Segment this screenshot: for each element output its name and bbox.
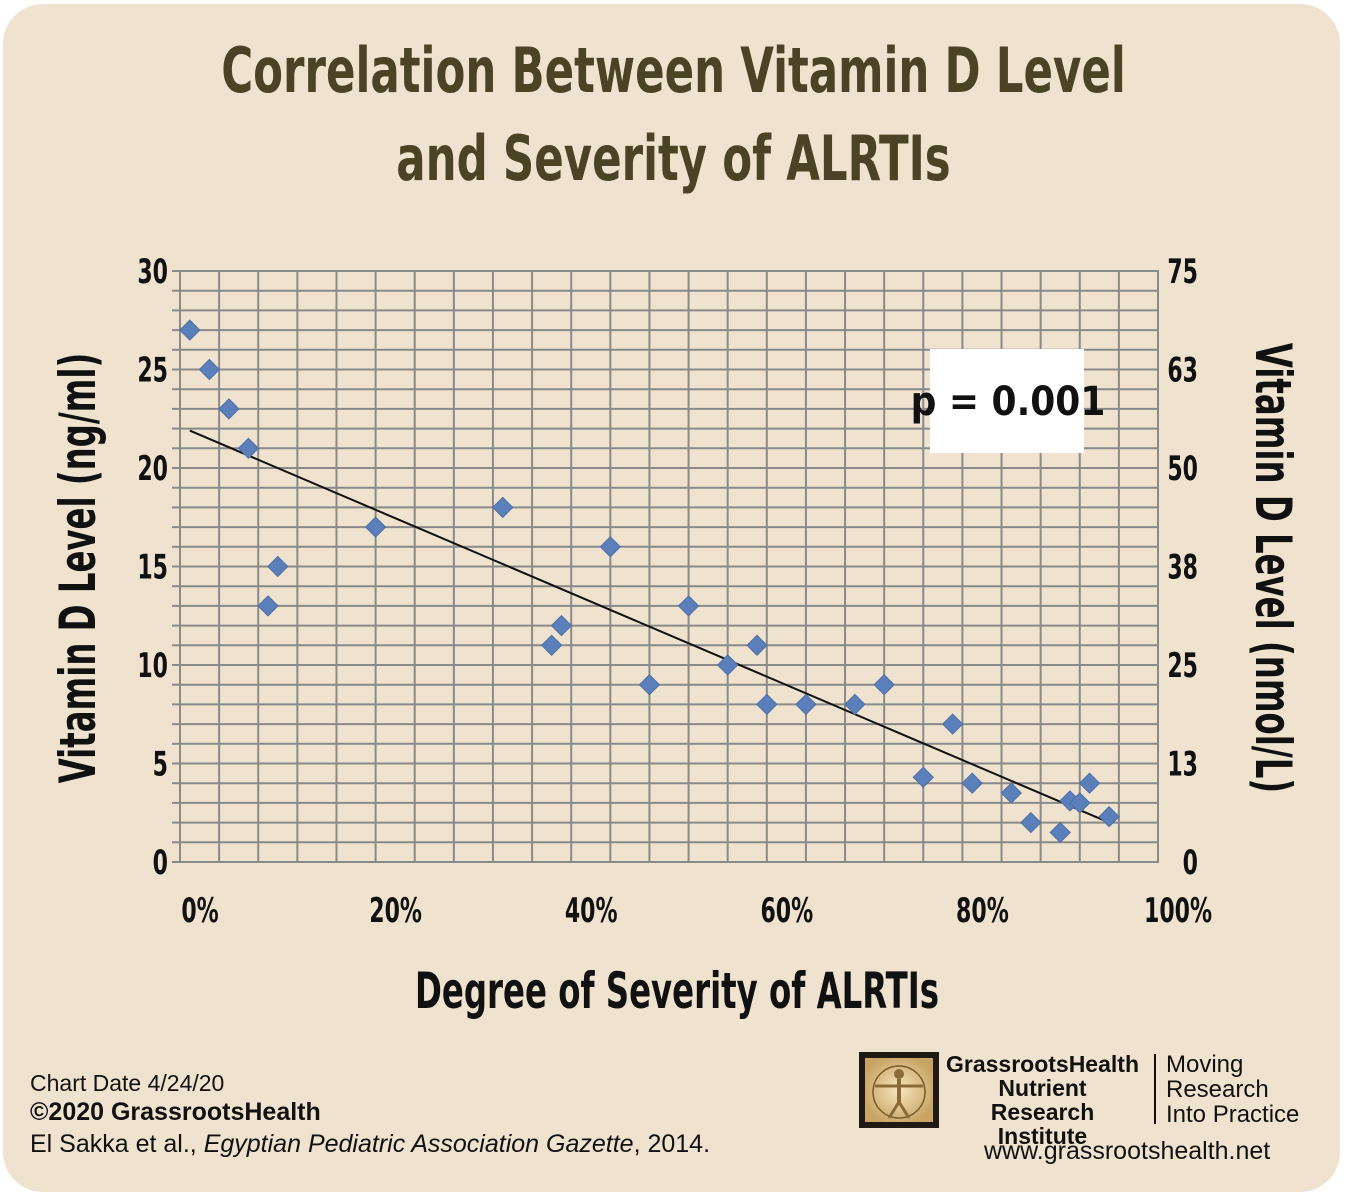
y-tick-label-right: 0 <box>1183 843 1198 882</box>
y-tick-label-right: 63 <box>1167 351 1198 390</box>
data-point <box>492 496 514 519</box>
data-point <box>179 319 201 341</box>
y-tick-label-right: 38 <box>1167 548 1198 587</box>
tagline-line-3: Into Practice <box>1166 1101 1300 1128</box>
data-point <box>1098 805 1120 828</box>
x-tick-label: 100% <box>1144 891 1212 930</box>
chart-title-line-2: and Severity of ALRTIs <box>396 122 951 195</box>
org-name-line-3: Research Institute <box>990 1099 1095 1149</box>
x-tick-label: 80% <box>956 891 1009 930</box>
x-tick-label: 20% <box>369 891 422 930</box>
x-tick-label: 0% <box>181 891 218 930</box>
data-point <box>1049 821 1071 844</box>
data-point <box>844 693 866 716</box>
p-value-label: p = 0.001 <box>911 379 1106 425</box>
logo-graphic <box>865 1058 933 1122</box>
trendline-layer <box>189 429 1110 824</box>
data-point <box>599 536 622 558</box>
x-tick-label: 40% <box>565 891 618 930</box>
data-point <box>677 595 700 617</box>
trendline <box>189 429 1110 824</box>
data-point <box>716 654 739 676</box>
data-point <box>795 693 817 716</box>
data-point <box>364 516 387 538</box>
data-point <box>540 634 563 657</box>
logo-divider <box>1154 1054 1156 1124</box>
tagline: Moving Research Into Practice <box>1166 1052 1299 1127</box>
data-point <box>756 693 778 716</box>
y-tick-label-left: 30 <box>137 252 168 291</box>
chart-title-line-1: Correlation Between Vitamin D Level <box>221 34 1126 107</box>
y-axis-title-right: Vitamin D Level (nmol/L) <box>1243 343 1300 793</box>
y-tick-label-left: 25 <box>137 351 168 390</box>
chart-date: Chart Date 4/24/20 <box>30 1070 225 1096</box>
org-name-line-2: Nutrient <box>998 1075 1087 1101</box>
tagline-line-1: Moving <box>1166 1051 1244 1078</box>
tick-labels: 0 5 10 15 20 25 30 0 13 25 38 50 63 75 0% 20% 40% 60% 80% 1… <box>137 252 1212 930</box>
org-name-line-1: GrassrootsHealth <box>945 1051 1139 1077</box>
data-point <box>638 673 661 696</box>
y-tick-label-left: 15 <box>137 548 168 587</box>
data-point <box>550 614 573 637</box>
tagline-line-2: Research <box>1166 1076 1269 1103</box>
website: www.grassrootshealth.net <box>984 1137 1271 1165</box>
x-tick-label: 60% <box>760 891 813 930</box>
y-tick-label-right: 75 <box>1167 252 1198 291</box>
data-point <box>1078 772 1101 794</box>
y-tick-label-left: 10 <box>137 646 168 685</box>
data-point <box>198 358 221 381</box>
y-tick-label-right: 25 <box>1167 646 1198 685</box>
data-point <box>746 634 768 657</box>
data-point <box>912 766 934 788</box>
p-value-box: p = 0.001 <box>911 349 1106 453</box>
citation-journal: Egyptian Pediatric Association Gazette <box>203 1130 634 1158</box>
data-point <box>1020 811 1042 834</box>
data-point <box>941 713 964 735</box>
data-point <box>1000 782 1023 804</box>
p-value-box-bg <box>930 349 1084 453</box>
data-point <box>1069 792 1091 814</box>
org-name: GrassrootsHealth Nutrient Research Insti… <box>945 1052 1140 1148</box>
y-tick-label-left: 0 <box>153 843 168 882</box>
citation-year: , 2014. <box>633 1130 711 1158</box>
y-tick-label-left: 5 <box>153 745 168 784</box>
y-tick-label-right: 50 <box>1167 449 1198 488</box>
data-point <box>961 772 983 794</box>
data-point <box>218 398 240 420</box>
data-point <box>237 437 260 460</box>
citation: El Sakka et al., Egyptian Pediatric Asso… <box>30 1130 710 1159</box>
y-tick-label-left: 20 <box>137 449 168 488</box>
data-point <box>873 673 895 696</box>
x-axis-title: Degree of Severity of ALRTIs <box>415 963 939 1020</box>
citation-authors: El Sakka et al., <box>30 1130 204 1158</box>
copyright: ©2020 GrassrootsHealth <box>30 1098 321 1126</box>
vitruvian-man-icon <box>859 1052 939 1128</box>
chart-card <box>3 4 1340 1192</box>
data-point <box>257 595 279 617</box>
grid <box>172 270 1159 863</box>
y-tick-label-right: 13 <box>1167 745 1198 784</box>
y-axis-title-left: Vitamin D Level (ng/ml) <box>50 353 107 784</box>
data-point <box>267 555 289 578</box>
data-points <box>179 319 1120 844</box>
